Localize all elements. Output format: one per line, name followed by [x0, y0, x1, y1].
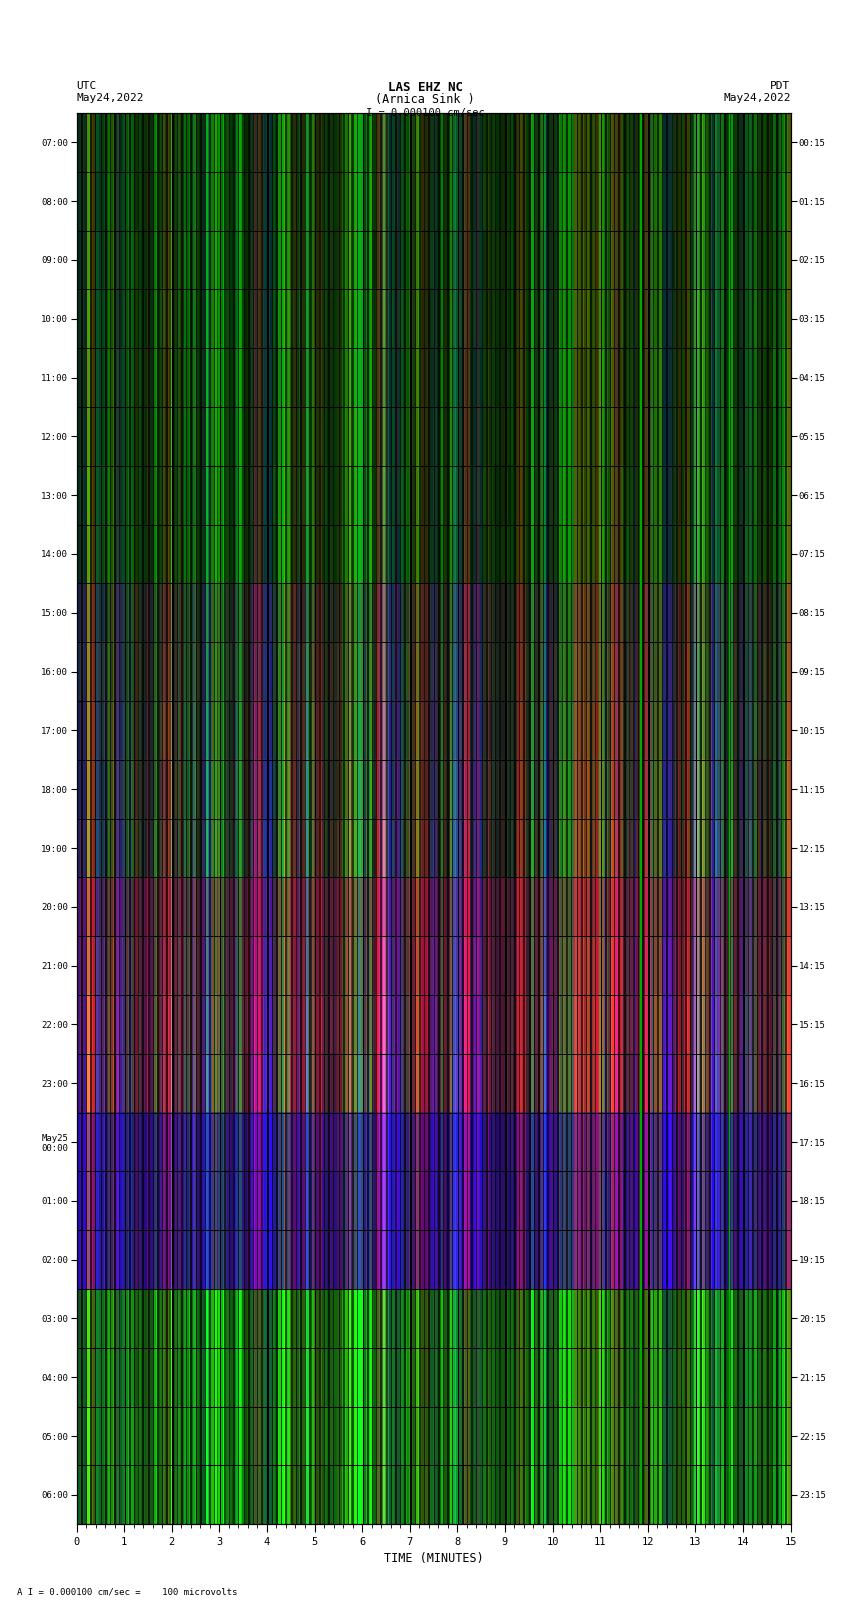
Text: I = 0.000100 cm/sec: I = 0.000100 cm/sec — [366, 108, 484, 118]
Text: UTC: UTC — [76, 81, 97, 90]
Text: PDT: PDT — [770, 81, 790, 90]
Text: May24,2022: May24,2022 — [723, 94, 791, 103]
Text: LAS EHZ NC: LAS EHZ NC — [388, 81, 462, 94]
Text: (Arnica Sink ): (Arnica Sink ) — [375, 94, 475, 106]
Text: May24,2022: May24,2022 — [76, 94, 144, 103]
X-axis label: TIME (MINUTES): TIME (MINUTES) — [383, 1552, 484, 1565]
Text: A I = 0.000100 cm/sec =    100 microvolts: A I = 0.000100 cm/sec = 100 microvolts — [17, 1587, 237, 1597]
